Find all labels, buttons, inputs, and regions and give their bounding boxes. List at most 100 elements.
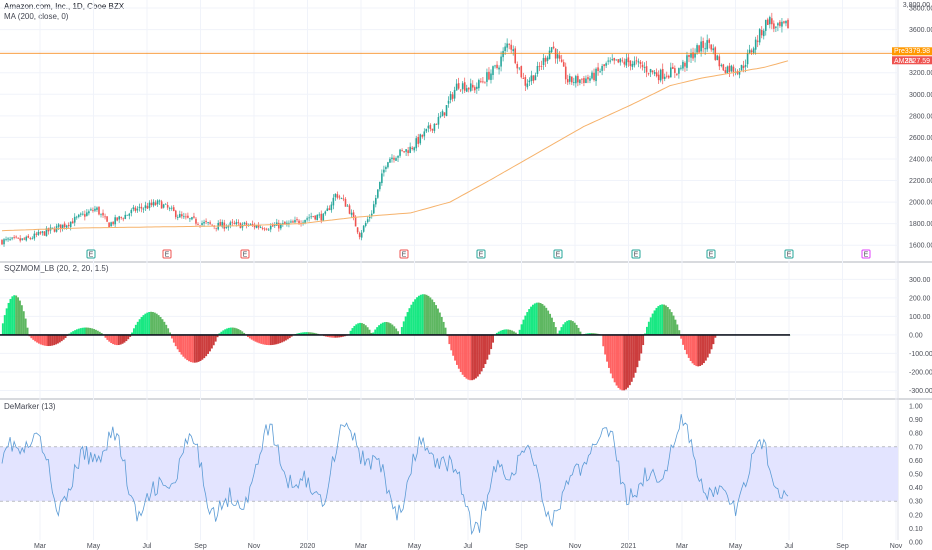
momentum-bar [62, 334, 65, 340]
x-tick-label: 2021 [621, 543, 637, 550]
momentum-bar [161, 319, 164, 335]
earnings-badge[interactable] [86, 249, 96, 259]
earnings-badge[interactable] [240, 249, 250, 259]
candle-body [769, 17, 771, 25]
momentum-bar [573, 322, 576, 335]
momentum-bar [100, 333, 103, 335]
momentum-bar [24, 318, 27, 335]
momentum-bar [651, 313, 654, 335]
momentum-bar [380, 323, 382, 335]
candle-body [259, 227, 262, 228]
candle-body [179, 214, 181, 218]
candle-body [342, 198, 345, 200]
candle-body [724, 70, 727, 73]
momentum-bar [524, 315, 527, 335]
candle-body [771, 18, 773, 25]
candle-body [102, 212, 104, 216]
momentum-bar [144, 313, 147, 335]
earnings-badge[interactable] [631, 249, 641, 259]
x-tick-label: Sep [836, 543, 849, 550]
momentum-bar [440, 316, 443, 335]
demarker-legend[interactable]: DeMarker (13) [4, 402, 56, 411]
candle-body [187, 215, 189, 218]
earnings-badge[interactable] [706, 249, 716, 259]
momentum-bar [442, 321, 445, 335]
symbol-price-label: AMZN [894, 58, 914, 65]
candle-body [346, 205, 349, 207]
candle-body [338, 196, 341, 198]
candle-body [575, 76, 577, 84]
candle-body [540, 65, 543, 67]
momentum-bar [362, 323, 365, 335]
momentum-bar [532, 304, 534, 335]
momentum-bar [171, 334, 173, 339]
candle-body [752, 48, 755, 54]
ma-legend[interactable]: MA (200, close, 0) [4, 12, 69, 21]
candle-body [581, 78, 583, 80]
candle-body [496, 64, 498, 69]
momentum-bar [283, 334, 285, 342]
demarker-tick-label: 0.40 [909, 485, 923, 492]
earnings-badge[interactable] [476, 249, 486, 259]
momentum-bar [368, 329, 371, 335]
candle-body [181, 214, 183, 217]
momentum-bar [402, 321, 405, 335]
momentum-bar [501, 329, 504, 335]
squeeze-momentum-legend[interactable]: SQZMOM_LB (20, 2, 20, 1.5) [4, 264, 109, 273]
momentum-bar [43, 334, 46, 346]
symbol-legend[interactable]: Amazon.com, Inc., 1D, Cboe BZX [4, 2, 125, 11]
candle-body [221, 221, 224, 227]
candle-body [504, 46, 506, 52]
momentum-bar [286, 334, 289, 340]
momentum-bar [697, 334, 700, 367]
candle-body [730, 65, 733, 72]
momentum-bar [389, 323, 392, 335]
momentum-bar [47, 334, 50, 347]
candle-body [267, 229, 270, 231]
sqz-tick-label: 100.00 [909, 314, 931, 321]
candle-body [340, 198, 343, 199]
candle-body [146, 205, 149, 209]
momentum-bar [397, 331, 399, 335]
candle-body [15, 236, 17, 238]
candle-body [421, 134, 424, 137]
earnings-badge[interactable] [861, 249, 871, 259]
earnings-badge[interactable] [399, 249, 409, 259]
candle-body [269, 225, 272, 230]
candle-body [437, 117, 440, 125]
momentum-bar [243, 332, 246, 335]
earnings-badge[interactable] [162, 249, 172, 259]
candle-body [104, 216, 106, 218]
earnings-badge[interactable] [553, 249, 563, 259]
momentum-bar [465, 334, 468, 379]
momentum-bar [267, 334, 270, 346]
candle-body [726, 66, 729, 74]
candle-body [130, 209, 133, 214]
earnings-badge[interactable] [784, 249, 794, 259]
momentum-bar [277, 334, 280, 344]
momentum-bar [131, 332, 133, 335]
momentum-bar [457, 334, 460, 369]
momentum-bar [262, 334, 265, 345]
candle-body [231, 221, 234, 223]
candle-body [577, 75, 579, 83]
momentum-bar [193, 334, 196, 363]
momentum-bar [180, 334, 183, 355]
sqz-tick-label: 0.00 [909, 332, 923, 339]
candle-body [558, 55, 561, 59]
momentum-bar [575, 324, 578, 335]
candle-body [548, 50, 551, 60]
momentum-bar [642, 334, 645, 346]
momentum-bar [693, 334, 696, 366]
momentum-bar [79, 328, 82, 335]
momentum-bar [625, 334, 627, 390]
candle-body [350, 212, 353, 215]
candle-body [704, 48, 706, 50]
price-tick-label: 2400.00 [909, 156, 932, 163]
candle-body [627, 57, 630, 63]
momentum-bar [201, 334, 204, 360]
momentum-bar [613, 334, 616, 383]
candle-body [352, 212, 355, 218]
momentum-bar [710, 334, 713, 350]
